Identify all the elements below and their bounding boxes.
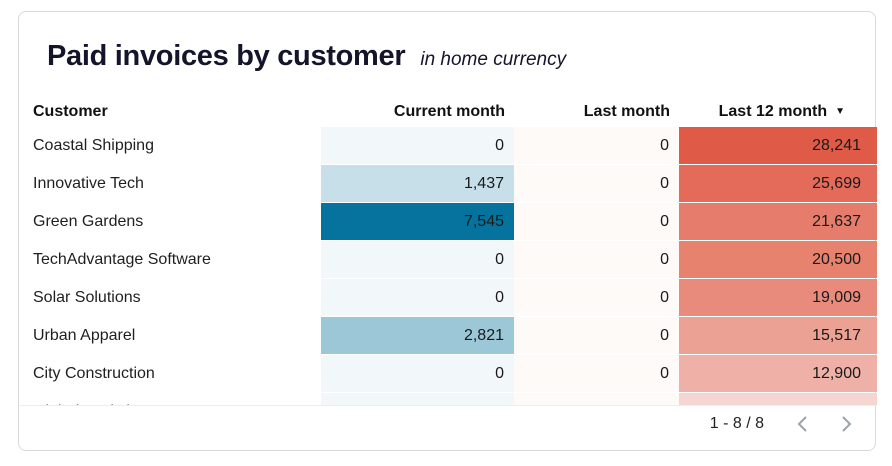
column-header-last-12-month-label: Last 12 month: [718, 103, 828, 120]
table-row[interactable]: Urban Apparel 2,821 0 15,517: [19, 317, 877, 355]
table-row[interactable]: TechAdvantage Software 0 0 20,500: [19, 241, 877, 279]
prev-page-button[interactable]: [792, 413, 812, 435]
card-header: Paid invoices by customer in home curren…: [47, 40, 566, 73]
current-month-cell: 1,437: [321, 165, 514, 202]
current-month-cell: 0: [321, 127, 514, 164]
column-header-customer[interactable]: Customer: [33, 103, 108, 120]
last-12-month-cell: 12,900: [679, 355, 877, 392]
column-header-last-12-month[interactable]: Last 12 month ▼: [679, 103, 845, 121]
last-12-month-cell: 25,699: [679, 165, 877, 202]
table-header-row: Customer Current month Last month Last 1…: [19, 99, 877, 127]
last-month-cell: 0: [514, 393, 679, 405]
card-subtitle: in home currency: [420, 49, 567, 70]
paid-invoices-card: Paid invoices by customer in home curren…: [18, 11, 877, 451]
last-month-cell: 0: [514, 127, 679, 164]
current-month-cell: 2,821: [321, 317, 514, 354]
current-month-cell: 7,545: [321, 203, 514, 240]
last-month-cell: 0: [514, 355, 679, 392]
column-header-current-month[interactable]: Current month: [393, 103, 505, 120]
customer-name-cell: Solar Solutions: [33, 289, 141, 306]
card-title: Paid invoices by customer: [47, 40, 406, 72]
invoices-table: Customer Current month Last month Last 1…: [19, 99, 877, 405]
customer-name-cell: Green Gardens: [33, 213, 144, 230]
table-row[interactable]: Innovative Tech 1,437 0 25,699: [19, 165, 877, 203]
chevron-right-icon: [842, 416, 852, 432]
current-month-cell: 0: [321, 393, 514, 405]
table-body: Coastal Shipping 0 0 28,241 Innovative Tech 1…: [19, 127, 877, 405]
last-12-month-cell: 20,500: [679, 241, 877, 278]
sort-descending-icon[interactable]: ▼: [835, 106, 845, 117]
last-month-cell: 0: [514, 203, 679, 240]
page-info: 1 - 8 / 8: [709, 415, 764, 432]
current-month-cell: 0: [321, 279, 514, 316]
table-row[interactable]: Global Logistics000: [19, 393, 877, 405]
last-month-cell: 0: [514, 279, 679, 316]
column-header-last-month[interactable]: Last month: [583, 103, 670, 120]
table-row[interactable]: City Construction 0 0 12,900: [19, 355, 877, 393]
footer-divider: [19, 405, 877, 406]
pagination: 1 - 8 / 8: [710, 413, 857, 435]
table-row[interactable]: Solar Solutions 0 0 19,009: [19, 279, 877, 317]
last-month-cell: 0: [514, 241, 679, 278]
customer-name-cell: Urban Apparel: [33, 327, 136, 344]
last-month-cell: 0: [514, 317, 679, 354]
last-12-month-cell: 21,637: [679, 203, 877, 240]
next-page-button[interactable]: [837, 413, 857, 435]
last-12-month-cell: 28,241: [679, 127, 877, 164]
customer-name-cell: Global Logistics: [33, 393, 146, 405]
current-month-cell: 0: [321, 241, 514, 278]
customer-name-cell: TechAdvantage Software: [33, 251, 211, 268]
table-row[interactable]: Green Gardens 7,545 0 21,637: [19, 203, 877, 241]
last-month-cell: 0: [514, 165, 679, 202]
last-12-month-cell: 0: [679, 393, 877, 405]
last-12-month-cell: 15,517: [679, 317, 877, 354]
table-row[interactable]: Coastal Shipping 0 0 28,241: [19, 127, 877, 165]
customer-name-cell: City Construction: [33, 365, 155, 382]
current-month-cell: 0: [321, 355, 514, 392]
last-12-month-cell: 19,009: [679, 279, 877, 316]
chevron-left-icon: [797, 416, 807, 432]
customer-name-cell: Innovative Tech: [33, 175, 144, 192]
customer-name-cell: Coastal Shipping: [33, 137, 154, 154]
